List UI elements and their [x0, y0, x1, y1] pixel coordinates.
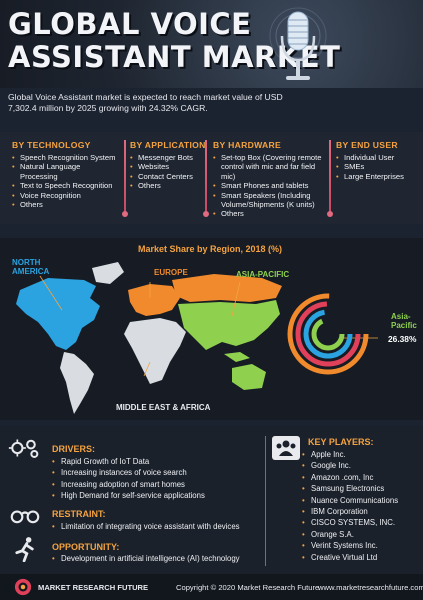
list-item: Others: [12, 200, 115, 210]
list-item: Contact Centers: [130, 172, 206, 182]
australia-shape: [232, 364, 266, 390]
list-item: Rapid Growth of IoT Data: [52, 456, 205, 468]
ring-outer: [287, 293, 369, 375]
highlight-region-value: 26.38%: [388, 334, 417, 344]
category-technology: BY TECHNOLOGY Speech Recognition System …: [12, 140, 115, 210]
list-item: Natural Language Processing: [12, 162, 112, 181]
highlight-region-label: Asia- Pacific: [391, 312, 417, 330]
list-item: Limitation of integrating voice assistan…: [52, 521, 240, 533]
category-title: BY TECHNOLOGY: [12, 140, 91, 150]
list-item: Increasing instances of voice search: [52, 467, 205, 479]
header-banner: GLOBAL VOICE ASSISTANT MARKET: [0, 0, 423, 88]
greenland-shape: [92, 262, 124, 284]
key-players-list: Apple Inc. Google Inc. Amazon .com, Inc …: [302, 449, 398, 563]
world-map: [16, 262, 378, 414]
drivers-list: Rapid Growth of IoT Data Increasing inst…: [52, 456, 205, 502]
handcuffs-icon: [10, 510, 40, 524]
europe-shape: [128, 284, 180, 316]
africa-shape: [124, 318, 186, 384]
list-item: Websites: [130, 162, 206, 172]
category-divider: [122, 140, 128, 217]
map-title: Market Share by Region, 2018 (%): [137, 244, 283, 254]
list-item: Individual User: [336, 153, 404, 163]
north-america-shape: [16, 278, 100, 350]
list-item: Google Inc.: [302, 460, 398, 472]
footer: MARKET RESEARCH FUTURE Copyright © 2020 …: [0, 574, 423, 600]
opportunity-title: OPPORTUNITY:: [52, 542, 120, 552]
label-mea: MIDDLE EAST & AFRICA: [116, 403, 211, 412]
list-item: Verint Systems Inc.: [302, 540, 398, 552]
footer-url[interactable]: www.marketresearchfuture.com: [318, 583, 423, 592]
category-title: BY APPLICATION: [130, 140, 206, 150]
gears-icon: [8, 439, 39, 458]
list-item: Orange S.A.: [302, 529, 398, 541]
list-item: Messenger Bots: [130, 153, 206, 163]
drivers-title: DRIVERS:: [52, 444, 96, 454]
list-item: Voice Recognition: [12, 191, 115, 201]
list-item: Apple Inc.: [302, 449, 398, 461]
footer-copyright: Copyright © 2020 Market Research Future: [176, 583, 320, 592]
key-players-title: KEY PLAYERS:: [308, 437, 374, 447]
ring-inner: [311, 317, 345, 351]
restraint-title: RESTRAINT:: [52, 509, 106, 519]
list-item: Large Enterprises: [336, 172, 404, 182]
list-item: Smart Speakers (Including Volume/Shipmen…: [213, 191, 331, 210]
category-divider: [203, 140, 209, 217]
list-item: Creative Virtual Ltd: [302, 552, 398, 564]
category-application: BY APPLICATION Messenger Bots Websites C…: [130, 140, 206, 191]
category-hardware: BY HARDWARE Set-top Box (Covering remote…: [213, 140, 331, 219]
south-america-shape: [60, 352, 94, 414]
list-item: High Demand for self-service application…: [52, 490, 205, 502]
category-title: BY HARDWARE: [213, 140, 282, 150]
section-divider: [265, 436, 266, 566]
category-title: BY END USER: [336, 140, 398, 150]
list-item: Increasing adoption of smart homes: [52, 479, 205, 491]
list-item: IBM Corporation: [302, 506, 398, 518]
list-item: Amazon .com, Inc: [302, 472, 398, 484]
footer-brand: MARKET RESEARCH FUTURE: [38, 583, 149, 592]
list-item: Development in artificial intelligence (…: [52, 553, 240, 565]
opportunity-list: Development in artificial intelligence (…: [52, 553, 240, 565]
label-north-america: NORTH AMERICA: [12, 258, 50, 276]
ring-2: [295, 301, 361, 367]
runner-icon: [15, 537, 34, 562]
russia-shape: [172, 274, 282, 302]
restraint-list: Limitation of integrating voice assistan…: [52, 521, 240, 533]
label-europe: EUROPE: [154, 268, 188, 277]
list-item: Text to Speech Recognition: [12, 181, 115, 191]
list-item: Others: [130, 181, 206, 191]
list-item: Set-top Box (Covering remote control wit…: [213, 153, 331, 181]
asia-shape: [178, 300, 280, 350]
people-icon: [272, 436, 300, 460]
indonesia-shape: [224, 352, 250, 362]
microphone-icon: [269, 7, 327, 80]
list-item: SMEs: [336, 162, 404, 172]
label-asia-pacific: ASIA-PACIFIC: [236, 270, 290, 279]
intro-text: Global Voice Assistant market is expecte…: [8, 92, 283, 113]
list-item: Speech Recognition System: [12, 153, 115, 163]
list-item: Samsung Electronics: [302, 483, 398, 495]
page-title: GLOBAL VOICE ASSISTANT MARKET: [8, 7, 341, 74]
brand-logo-icon: [14, 578, 32, 596]
list-item: CISCO SYSTEMS, INC.: [302, 517, 398, 529]
list-item: Nuance Communications: [302, 495, 398, 507]
category-end-user: BY END USER Individual User SMEs Large E…: [336, 140, 404, 182]
ring-3: [303, 309, 353, 359]
list-item: Smart Phones and tablets: [213, 181, 331, 191]
category-divider: [327, 140, 333, 217]
list-item: Others: [213, 209, 331, 219]
